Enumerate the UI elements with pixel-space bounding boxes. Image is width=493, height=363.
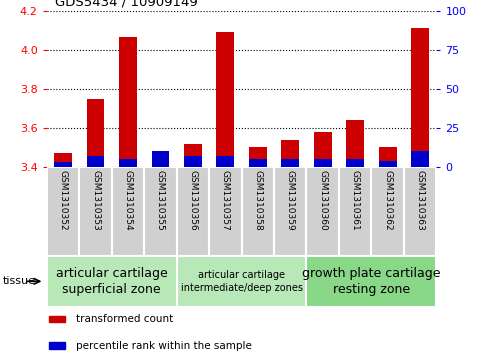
Bar bbox=[346, 159, 364, 167]
Bar bbox=[87, 99, 105, 167]
Bar bbox=[79, 167, 112, 256]
Text: tissue: tissue bbox=[2, 276, 35, 286]
Bar bbox=[282, 140, 299, 167]
Text: articular cartilage
superficial zone: articular cartilage superficial zone bbox=[56, 267, 168, 296]
Text: GSM1310363: GSM1310363 bbox=[416, 170, 424, 231]
Bar bbox=[47, 256, 176, 307]
Bar bbox=[314, 159, 332, 167]
Bar bbox=[112, 167, 144, 256]
Bar bbox=[216, 32, 234, 167]
Text: GSM1310357: GSM1310357 bbox=[221, 170, 230, 231]
Bar bbox=[54, 153, 72, 167]
Text: growth plate cartilage
resting zone: growth plate cartilage resting zone bbox=[302, 267, 441, 296]
Bar bbox=[307, 167, 339, 256]
Bar bbox=[151, 151, 170, 167]
Text: percentile rank within the sample: percentile rank within the sample bbox=[76, 340, 251, 351]
Bar bbox=[54, 162, 72, 167]
Bar bbox=[144, 167, 176, 256]
Text: GSM1310359: GSM1310359 bbox=[286, 170, 295, 231]
Bar bbox=[49, 316, 66, 322]
Bar bbox=[379, 161, 396, 167]
Bar bbox=[184, 144, 202, 167]
Text: GSM1310361: GSM1310361 bbox=[351, 170, 360, 231]
Text: articular cartilage
intermediate/deep zones: articular cartilage intermediate/deep zo… bbox=[180, 270, 303, 293]
Bar bbox=[411, 28, 429, 167]
Bar bbox=[242, 167, 274, 256]
Bar bbox=[151, 165, 170, 167]
Text: GSM1310352: GSM1310352 bbox=[59, 170, 68, 230]
Text: GSM1310355: GSM1310355 bbox=[156, 170, 165, 231]
Bar bbox=[314, 132, 332, 167]
Text: GSM1310356: GSM1310356 bbox=[188, 170, 197, 231]
Bar bbox=[339, 167, 371, 256]
Text: GSM1310360: GSM1310360 bbox=[318, 170, 327, 231]
Bar bbox=[119, 159, 137, 167]
Bar bbox=[87, 156, 105, 167]
Bar bbox=[119, 37, 137, 167]
Bar bbox=[346, 120, 364, 167]
Bar bbox=[216, 156, 234, 167]
Bar bbox=[49, 342, 66, 349]
Bar bbox=[47, 167, 79, 256]
Bar bbox=[209, 167, 242, 256]
Text: GDS5434 / 10909149: GDS5434 / 10909149 bbox=[55, 0, 197, 8]
Bar bbox=[274, 167, 307, 256]
Text: GSM1310353: GSM1310353 bbox=[91, 170, 100, 231]
Text: GSM1310362: GSM1310362 bbox=[383, 170, 392, 230]
Bar bbox=[411, 151, 429, 167]
Bar bbox=[282, 159, 299, 167]
Bar bbox=[176, 167, 209, 256]
Bar bbox=[176, 256, 307, 307]
Bar bbox=[249, 147, 267, 167]
Bar bbox=[379, 147, 396, 167]
Text: GSM1310358: GSM1310358 bbox=[253, 170, 262, 231]
Text: transformed count: transformed count bbox=[76, 314, 173, 324]
Bar bbox=[371, 167, 404, 256]
Text: GSM1310354: GSM1310354 bbox=[123, 170, 133, 230]
Bar bbox=[404, 167, 436, 256]
Bar bbox=[307, 256, 436, 307]
Bar bbox=[249, 159, 267, 167]
Bar bbox=[184, 156, 202, 167]
